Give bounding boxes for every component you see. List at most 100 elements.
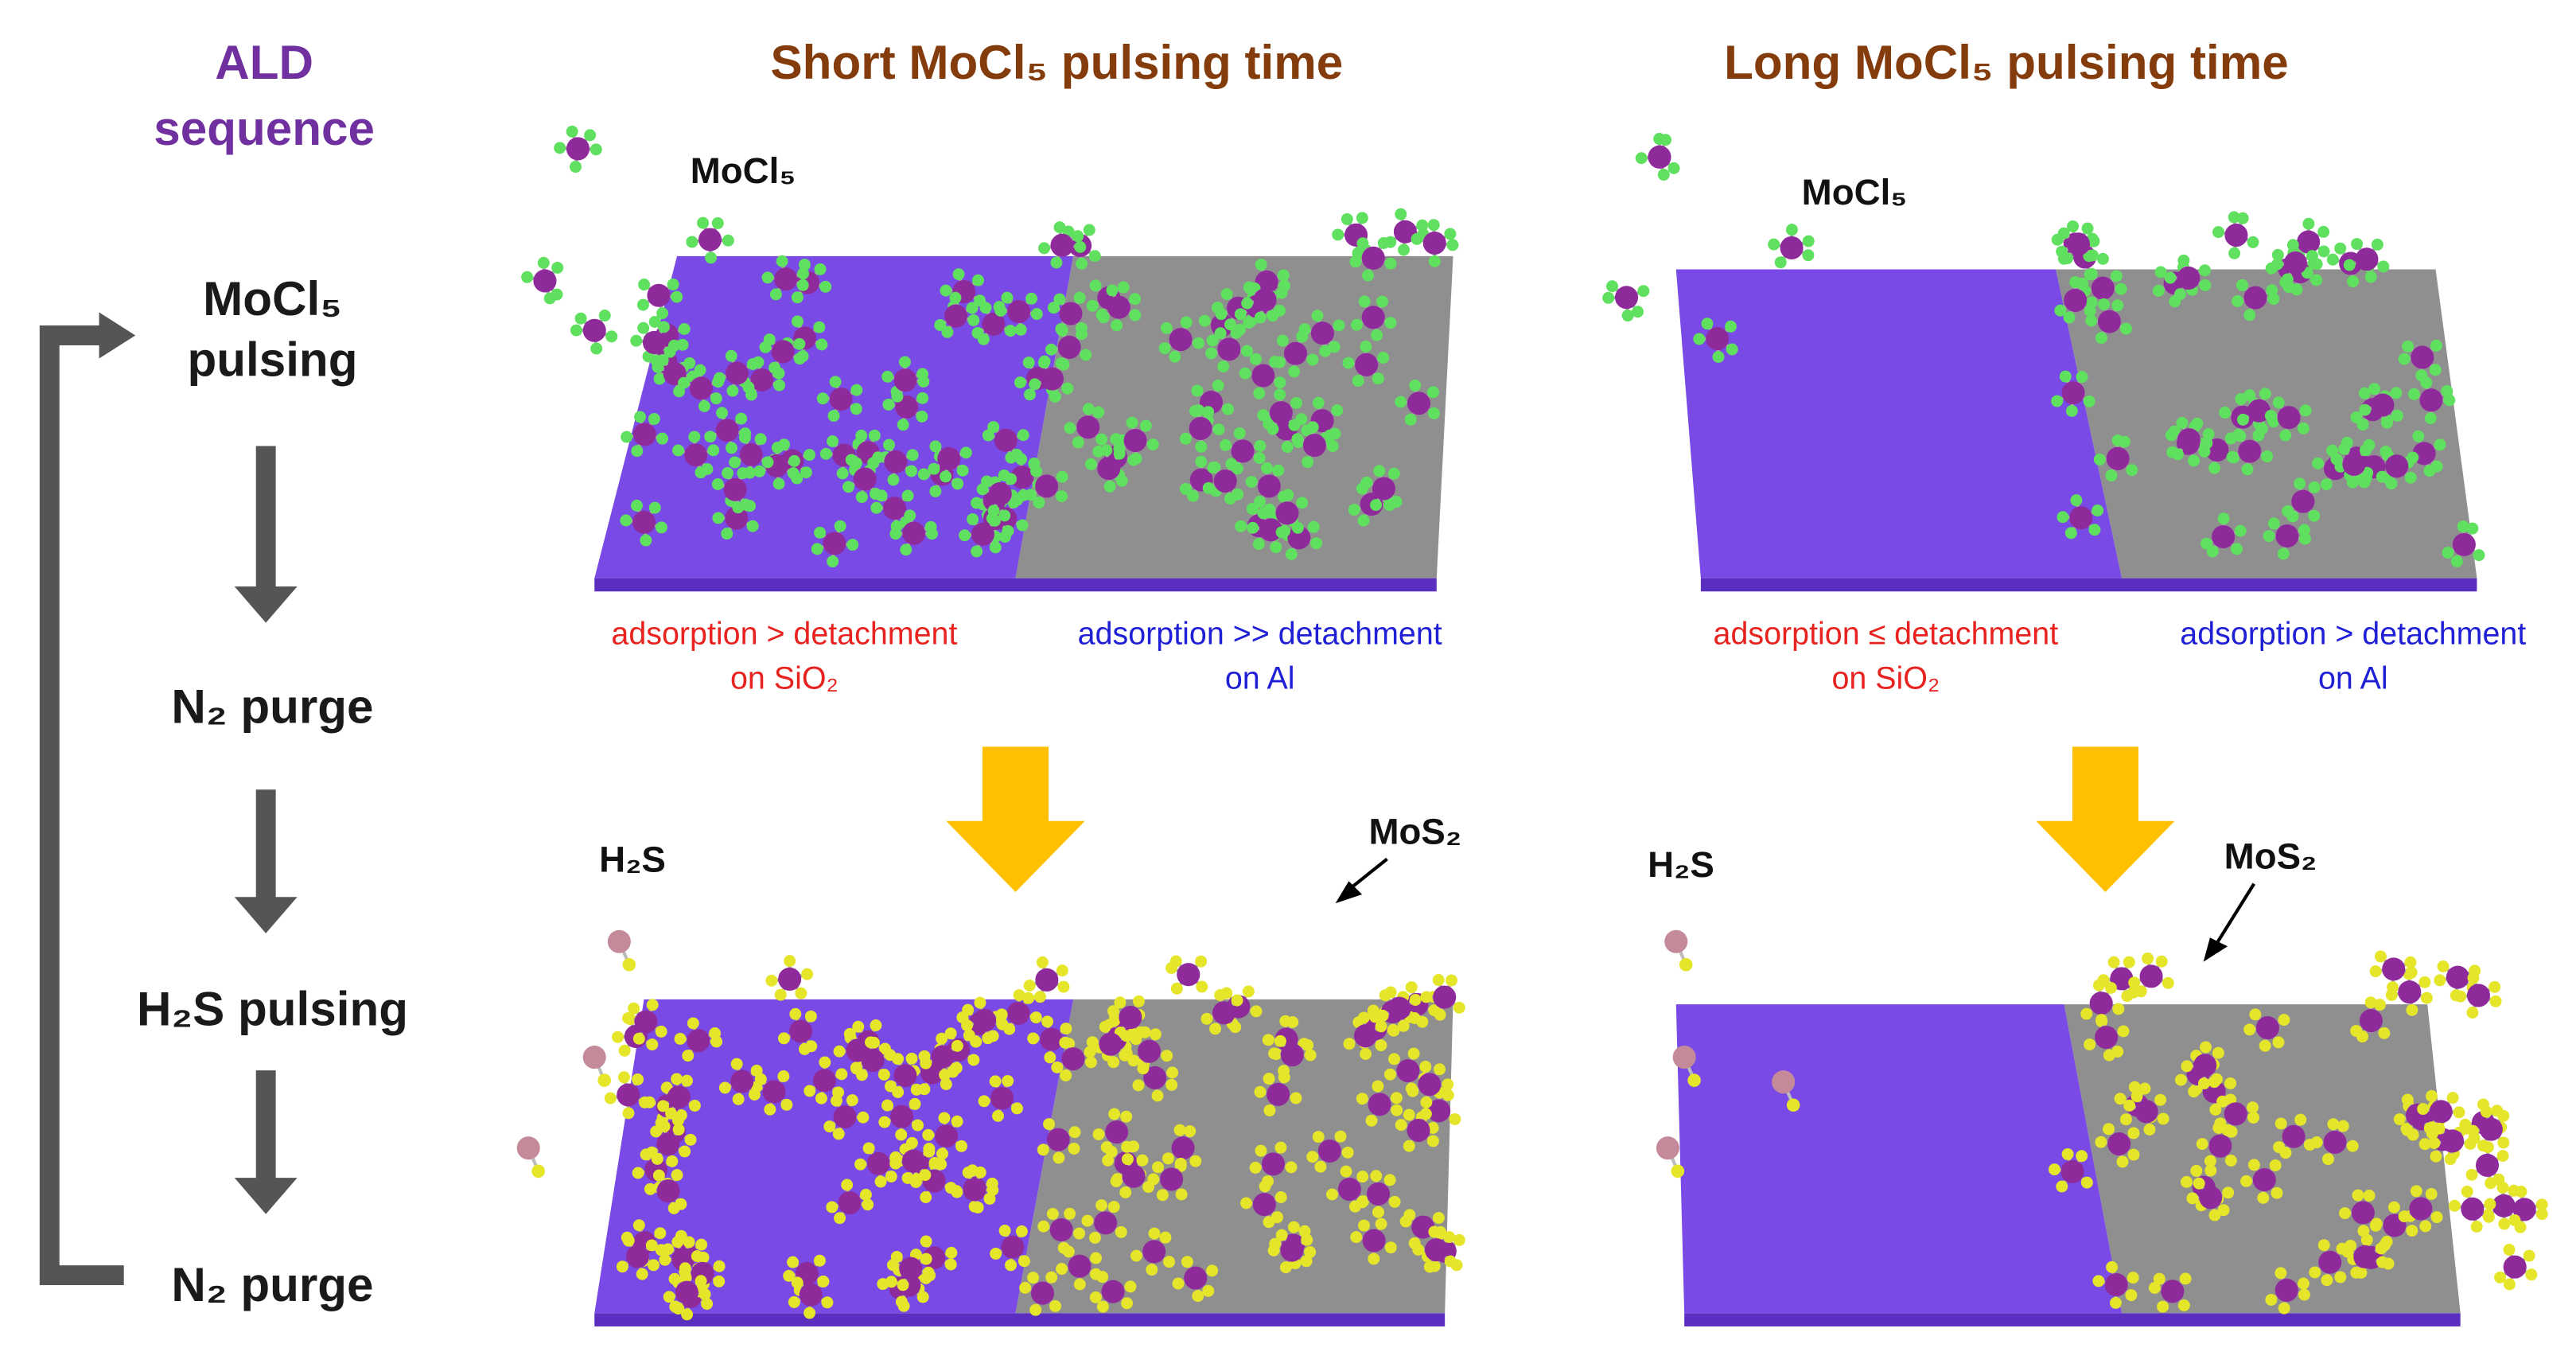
atom: [1084, 1056, 1097, 1069]
atom: [684, 1133, 697, 1146]
atom: [1030, 1281, 1055, 1305]
atom: [2360, 1233, 2373, 1246]
atom: [784, 955, 796, 968]
atom: [2236, 413, 2249, 426]
atom: [2104, 981, 2117, 994]
atom: [1361, 306, 1385, 329]
atom: [2457, 520, 2469, 533]
atom: [2210, 1073, 2223, 1085]
atom: [1274, 1034, 1286, 1047]
atom: [1357, 1011, 1370, 1024]
atom: [648, 316, 661, 328]
atom: [2385, 477, 2398, 490]
atom: [899, 356, 911, 368]
atom: [1355, 353, 1379, 376]
atom: [2480, 1105, 2492, 1118]
atom: [1373, 465, 1386, 477]
atom: [897, 419, 909, 431]
atom: [1114, 996, 1127, 1009]
atom: [2115, 282, 2127, 295]
atom: [590, 342, 603, 355]
atom: [1024, 388, 1036, 401]
atom: [787, 1256, 800, 1268]
atom: [2234, 524, 2247, 537]
atom: [2165, 429, 2177, 442]
atom: [698, 228, 722, 251]
atom: [1142, 1181, 1155, 1194]
atom: [656, 1132, 680, 1156]
atom: [1059, 302, 1083, 325]
atom: [644, 1182, 656, 1195]
atom: [762, 1080, 786, 1104]
atom: [992, 1109, 1004, 1122]
atom: [1660, 134, 1672, 146]
atom: [1010, 1102, 1023, 1115]
atom: [1080, 349, 1092, 361]
atom: [1072, 436, 1084, 449]
atom: [2298, 1288, 2310, 1301]
atom: [912, 1119, 924, 1132]
atom: [950, 1185, 963, 1198]
atom: [1177, 963, 1200, 987]
atom: [1259, 518, 1282, 542]
atom: [1057, 335, 1081, 359]
atom: [812, 1069, 836, 1093]
atom: [663, 1291, 675, 1303]
atom: [2247, 1159, 2260, 1171]
atom: [1016, 519, 1029, 532]
atom: [817, 1276, 830, 1288]
atom: [1306, 353, 1319, 366]
atom: [684, 443, 708, 467]
atom: [663, 345, 676, 358]
atom: [2224, 1077, 2237, 1089]
atom: [1214, 989, 1227, 1001]
atom: [2446, 965, 2469, 989]
atom: [2401, 1124, 2414, 1136]
atom: [2084, 305, 2096, 318]
atom: [617, 1083, 640, 1107]
atom: [2371, 393, 2395, 417]
atom: [713, 1260, 726, 1272]
atom: [2259, 388, 2271, 400]
atom: [1019, 1281, 1032, 1294]
atom: [1195, 955, 1208, 968]
atom: [730, 1069, 754, 1093]
atom: [883, 438, 895, 451]
atom: [637, 321, 650, 334]
atom: [1420, 1096, 1433, 1108]
atom: [2273, 1141, 2286, 1154]
atom: [1095, 1199, 1108, 1212]
atom: [2299, 532, 2311, 545]
atom: [2350, 1266, 2363, 1279]
atom: [2202, 428, 2215, 440]
caption: adsorption > detachment: [2180, 617, 2526, 652]
atom: [2161, 1280, 2185, 1303]
atom: [982, 1032, 994, 1045]
atom: [1302, 434, 1326, 458]
atom: [1014, 323, 1027, 336]
sio2-region: [1675, 269, 2123, 579]
atom: [843, 1027, 856, 1040]
atom: [2064, 288, 2088, 312]
atom: [2200, 437, 2213, 450]
atom: [1416, 219, 1429, 232]
atom: [815, 1092, 827, 1105]
atom: [2418, 976, 2431, 988]
atom: [590, 143, 602, 156]
atom: [2067, 220, 2079, 232]
atom: [617, 1071, 630, 1084]
atom: [1010, 466, 1034, 489]
caption: adsorption >> detachment: [1078, 617, 1442, 652]
atom: [1097, 311, 1110, 324]
atom: [638, 279, 651, 291]
atom: [1774, 256, 1787, 269]
atom: [1184, 1266, 1208, 1290]
atom: [746, 520, 759, 532]
atom: [1310, 321, 1334, 345]
atom: [881, 370, 894, 383]
atom: [1092, 406, 1105, 419]
atom: [1002, 1074, 1014, 1087]
atom: [2209, 1104, 2222, 1116]
atom: [1099, 1020, 1111, 1033]
